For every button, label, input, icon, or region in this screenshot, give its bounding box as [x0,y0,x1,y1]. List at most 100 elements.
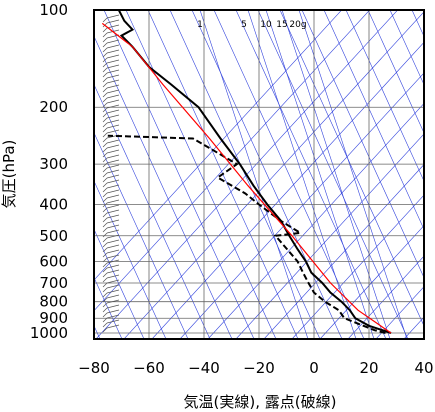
wind-barb-flag [102,142,108,148]
wind-barb-staff [106,264,120,269]
wind-barb-flag [102,52,108,58]
wind-barb-staff [106,164,120,169]
adiabat-line [323,10,424,231]
wind-barb [102,74,120,83]
wind-barb-flag [102,172,108,178]
mixing-ratio-line [265,10,375,339]
wind-barb-flag [102,302,108,308]
wind-barb-flag [102,72,108,78]
x-tick-label: 40 [414,359,433,377]
adiabat-line [169,10,321,339]
wind-barb [102,244,120,253]
wind-barb [102,129,120,138]
wind-barb [102,114,120,123]
adiabat-line [103,10,255,339]
wind-barb-flag [102,297,108,303]
x-tick-label: −60 [133,359,165,377]
adiabat-line [94,180,167,339]
wind-barb-flag [102,322,108,328]
wind-barb-staff [106,289,120,294]
y-tick-label: 700 [39,274,68,292]
wind-barb [102,209,120,218]
wind-barb [102,234,120,243]
wind-barb-staff [106,154,120,159]
adiabat-line [301,10,424,279]
y-axis-title: 気圧(hPa) [0,140,18,209]
wind-barb [102,24,120,33]
wind-barb-staff [106,39,120,44]
series-line [117,10,392,334]
wind-barb [102,99,120,108]
wind-barb-flag [102,57,108,63]
wind-barb-flag [102,132,108,138]
wind-barb-staff [106,59,120,64]
wind-barb-staff [106,319,120,324]
adiabat-line [389,10,424,86]
wind-barb-flag [102,182,108,188]
adiabat-line [94,35,233,339]
mixing-ratio-label: 15 [276,20,287,30]
wind-barb-flag [102,292,108,298]
series-line [107,134,386,334]
isotherm-line [319,225,424,339]
wind-barb-flag [102,272,108,278]
wind-barb [102,264,120,273]
wind-barb [102,149,120,158]
wind-barb-staff [106,324,120,329]
wind-barb-staff [106,94,120,99]
x-tick-label: 20 [359,359,378,377]
wind-barb-staff [106,249,120,254]
wind-barb-flag [102,152,108,158]
adiabat-line [94,276,123,339]
wind-barb-flag [102,137,108,143]
y-tick-label: 800 [39,293,68,311]
plot-frame [93,9,425,340]
wind-barb [102,274,120,283]
wind-barb-staff [106,209,120,214]
wind-barb-flag [102,162,108,168]
wind-barb-staff [106,139,120,144]
wind-barb [102,224,120,233]
wind-barb [102,269,120,278]
wind-barb-staff [106,114,120,119]
wind-barb [102,84,120,93]
wind-barb-flag [102,32,108,38]
wind-barb-flag [102,317,108,323]
wind-barb-flag [102,312,108,318]
wind-barb [102,324,120,333]
wind-barb-flag [102,227,108,233]
isotherm-line [347,255,424,339]
wind-barb-staff [106,49,120,54]
wind-barb [102,314,120,323]
wind-barb-flag [102,282,108,288]
wind-barb-staff [106,169,120,174]
wind-barb [102,109,120,118]
wind-barb [102,249,120,258]
wind-barb-staff [106,44,120,49]
x-tick-label: −20 [243,359,275,377]
wind-barb [102,254,120,263]
wind-barb [102,174,120,183]
wind-barb [102,124,120,133]
wind-barb [102,194,120,203]
wind-barb-flag [102,217,108,223]
profile-series [101,10,392,334]
wind-barb [102,184,120,193]
wind-barb [102,154,120,163]
wind-barb-staff [106,119,120,124]
wind-barb-staff [106,229,120,234]
wind-barb-flag [102,222,108,228]
wind-barb [102,14,120,23]
wind-barb [102,229,120,238]
wind-barb [102,164,120,173]
y-tick-label: 900 [39,309,68,327]
wind-barb-staff [106,194,120,199]
wind-barb-flag [102,97,108,103]
wind-barb-staff [106,219,120,224]
wind-barb-flag [102,212,108,218]
wind-barb-staff [106,79,120,84]
x-axis-title: 気温(実線), 露点(破線) [184,393,337,411]
wind-barb-staff [106,204,120,209]
wind-barb-flag [102,192,108,198]
isotherm-line [151,41,424,339]
